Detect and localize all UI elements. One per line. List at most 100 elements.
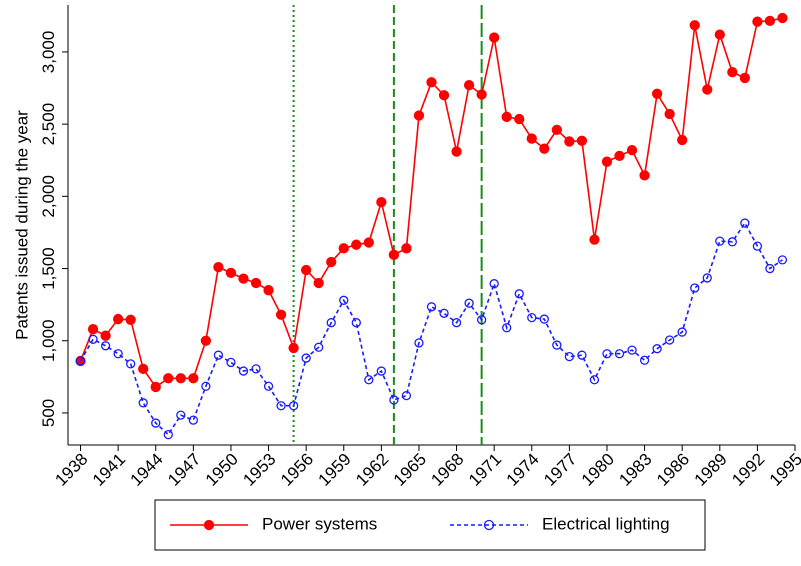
data-point	[351, 318, 361, 328]
data-point	[326, 318, 336, 328]
data-point	[226, 357, 236, 368]
y-tick-label: 3,000	[39, 31, 58, 74]
data-point	[75, 356, 86, 366]
x-tick-label: 1941	[89, 450, 129, 490]
data-point	[651, 88, 663, 99]
data-point	[527, 312, 537, 323]
data-point	[639, 355, 650, 365]
data-point	[451, 146, 462, 157]
data-point	[765, 263, 775, 274]
data-point	[715, 236, 725, 246]
data-point	[539, 143, 550, 154]
data-point	[338, 243, 349, 254]
data-point	[201, 381, 211, 391]
data-point	[389, 395, 399, 405]
data-point	[602, 349, 612, 359]
data-point	[665, 335, 675, 345]
data-point	[727, 237, 737, 247]
data-point	[627, 345, 637, 355]
data-point	[163, 429, 173, 440]
x-tick-label: 1962	[352, 450, 392, 490]
data-point	[626, 144, 638, 156]
x-tick-label: 1950	[202, 450, 242, 490]
data-point	[126, 359, 136, 369]
data-point	[539, 314, 549, 324]
y-tick-label: 2,500	[39, 103, 58, 146]
data-point	[87, 324, 99, 335]
x-tick-label: 1989	[691, 450, 731, 490]
data-point	[364, 375, 374, 385]
data-point	[88, 334, 98, 344]
data-point	[764, 15, 776, 27]
x-tick-label: 1965	[390, 450, 430, 490]
data-point	[276, 401, 286, 411]
data-point	[138, 363, 149, 375]
data-point	[251, 364, 261, 374]
data-point	[476, 89, 487, 100]
data-point	[514, 113, 525, 125]
data-point	[677, 327, 687, 337]
data-point	[150, 381, 161, 393]
legend-marker	[483, 519, 495, 531]
data-point	[502, 323, 512, 333]
x-tick-label: 1986	[653, 450, 693, 490]
x-tick-label: 1947	[164, 450, 204, 490]
data-point	[752, 16, 763, 27]
data-point	[339, 295, 349, 305]
data-point	[489, 32, 500, 43]
data-point	[702, 84, 713, 95]
data-point	[213, 261, 224, 273]
data-point	[777, 255, 788, 265]
x-tick-label: 1992	[728, 450, 768, 490]
data-point	[376, 196, 387, 208]
data-point	[238, 273, 249, 284]
data-point	[752, 241, 763, 251]
data-point	[314, 342, 324, 352]
data-point	[112, 313, 124, 325]
data-point	[614, 150, 625, 162]
data-point	[489, 279, 499, 289]
data-point	[601, 156, 613, 167]
x-tick-label: 1968	[427, 450, 467, 490]
data-point	[188, 373, 199, 384]
series-line	[79, 221, 783, 436]
data-point	[175, 373, 186, 384]
data-point	[413, 110, 425, 121]
x-tick-label: 1956	[277, 450, 317, 490]
data-point	[614, 349, 625, 359]
data-point	[564, 351, 575, 362]
data-point	[301, 264, 312, 276]
data-point	[589, 234, 600, 245]
data-point	[589, 375, 600, 385]
data-point	[113, 349, 123, 359]
data-point	[163, 373, 174, 384]
data-point	[288, 401, 299, 411]
x-tick-label: 1959	[315, 450, 355, 490]
data-point	[125, 314, 136, 325]
data-point	[639, 170, 650, 181]
data-point	[326, 256, 337, 268]
y-tick-label: 1,000	[39, 319, 58, 362]
data-point	[401, 243, 412, 254]
data-point	[275, 309, 287, 320]
x-tick-label: 1983	[615, 450, 655, 490]
data-point	[451, 318, 462, 328]
data-point	[388, 249, 400, 260]
data-point	[501, 111, 512, 123]
data-point	[100, 330, 111, 341]
data-point	[263, 381, 274, 391]
x-tick-label: 1944	[127, 450, 167, 490]
x-tick-label: 1980	[578, 450, 618, 490]
data-point	[464, 298, 474, 308]
data-point	[702, 273, 712, 283]
data-point	[514, 289, 524, 299]
data-point	[577, 350, 587, 360]
y-axis-label: Patents issued during the year	[12, 110, 31, 340]
data-point	[301, 353, 311, 363]
data-point	[689, 20, 700, 31]
y-tick-label: 2,000	[39, 175, 58, 218]
data-point	[263, 285, 274, 296]
data-point	[213, 350, 224, 360]
data-point	[677, 134, 688, 146]
